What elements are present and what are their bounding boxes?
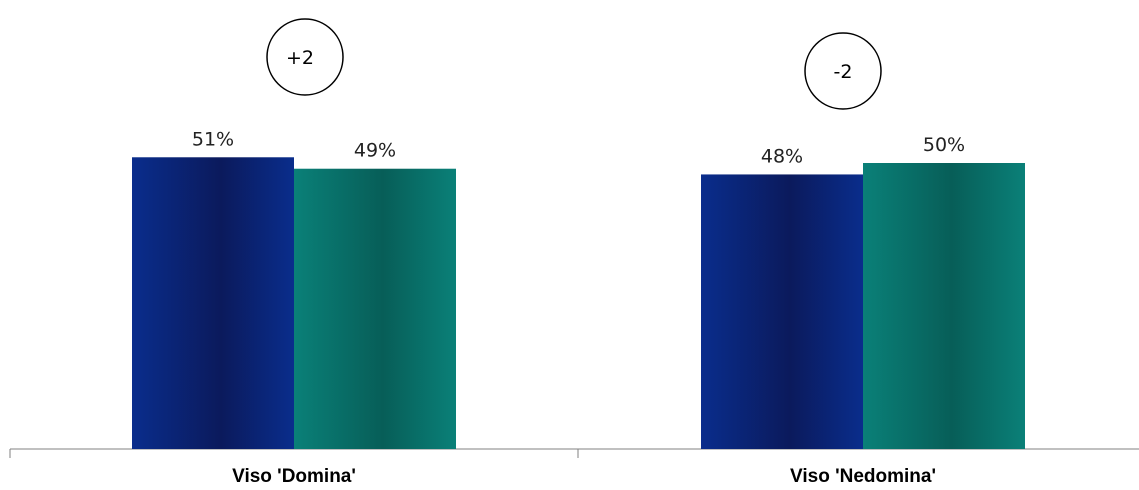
data-label: 50%	[923, 134, 965, 156]
data-label: 49%	[354, 140, 396, 162]
bar	[294, 168, 456, 449]
data-label: 51%	[192, 128, 234, 150]
difference-badge: -2	[804, 32, 882, 110]
bar	[863, 163, 1025, 449]
bar	[701, 174, 863, 449]
difference-badge-text: +2	[286, 47, 314, 69]
category-label: Viso 'Nedomina'	[790, 466, 936, 487]
difference-badge-circle	[804, 32, 882, 110]
difference-badge-text: -2	[834, 61, 853, 83]
bar-marks: 51% 49% 48% 50%	[132, 128, 1025, 449]
difference-badge-circle	[266, 18, 344, 96]
data-label: 48%	[761, 145, 803, 167]
category-label: Viso 'Domina'	[232, 466, 356, 487]
bar	[132, 157, 294, 449]
x-axis	[9, 448, 1139, 458]
difference-badge: +2	[266, 18, 344, 96]
